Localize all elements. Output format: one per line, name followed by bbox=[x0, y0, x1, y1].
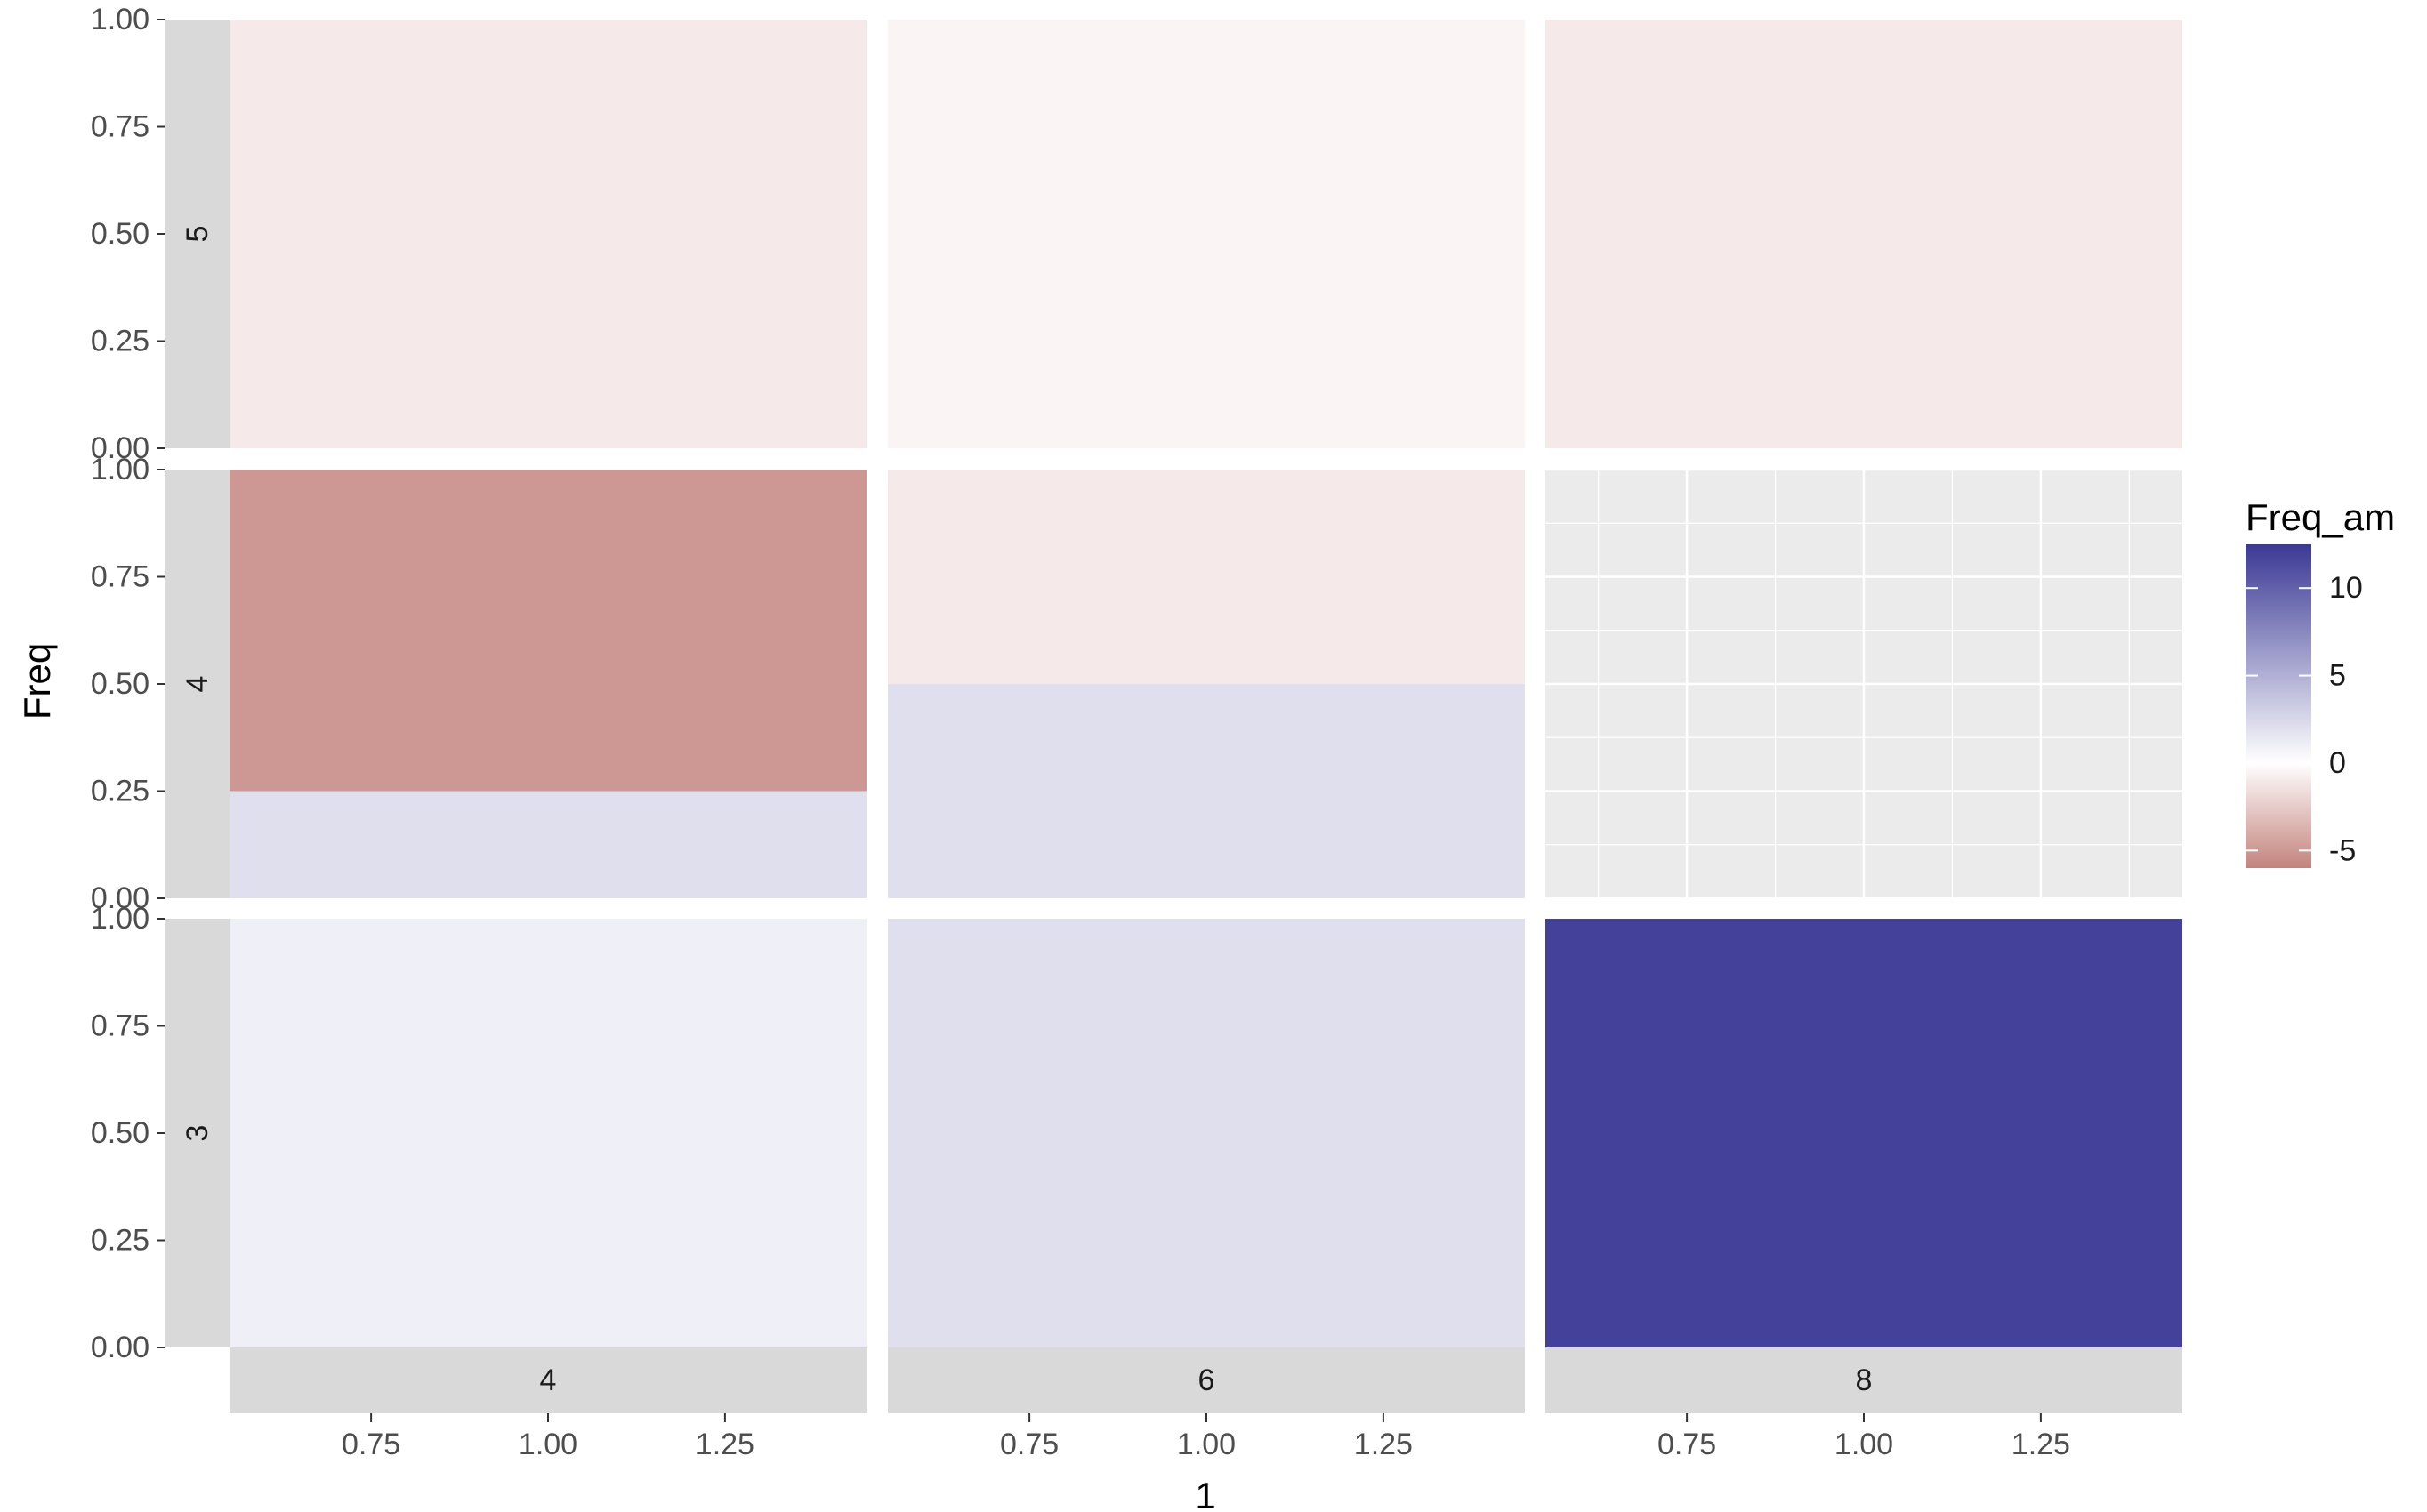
strips-layer: 5 4 3 4 6 8 bbox=[165, 20, 2182, 1413]
row-strip-5 bbox=[165, 20, 230, 448]
y-axis-title: Freq bbox=[16, 643, 58, 720]
row-strip-label: 4 bbox=[181, 676, 214, 693]
x-tick-label: 0.75 bbox=[1657, 1428, 1716, 1461]
heat-tile-5-6 bbox=[888, 20, 1525, 448]
heat-tile-5-8 bbox=[1545, 20, 2182, 448]
x-tick-label: 1.00 bbox=[1177, 1428, 1236, 1461]
heat-tile-4-4 bbox=[230, 470, 867, 792]
legend-colorbar bbox=[2246, 544, 2311, 868]
x-axis-title: 1 bbox=[1195, 1475, 1215, 1512]
x-tick-label: 0.75 bbox=[1000, 1428, 1059, 1461]
col-strip-label: 8 bbox=[1856, 1363, 1873, 1397]
heat-tile-3-6 bbox=[888, 919, 1525, 1347]
legend-title: Freq_am bbox=[2246, 496, 2395, 538]
y-tick-label: 0.00 bbox=[91, 881, 149, 915]
y-tick-label: 0.00 bbox=[91, 1331, 149, 1364]
legend: Freq_am 10 5 0 -5 bbox=[2246, 496, 2395, 868]
y-tick-label: 1.00 bbox=[91, 453, 149, 487]
x-tick-label: 1.00 bbox=[1834, 1428, 1893, 1461]
x-tick-label: 1.25 bbox=[696, 1428, 754, 1461]
col-strip-label: 6 bbox=[1198, 1363, 1215, 1397]
row-strip-label: 3 bbox=[181, 1125, 214, 1142]
row-strip-3 bbox=[165, 919, 230, 1347]
tiles-layer bbox=[230, 20, 2182, 1347]
legend-tick-label: 0 bbox=[2329, 746, 2346, 780]
heat-tile-4-4 bbox=[230, 791, 867, 898]
x-tick-label: 1.25 bbox=[1354, 1428, 1413, 1461]
heat-tile-3-4 bbox=[230, 919, 867, 1347]
y-tick-label: 1.00 bbox=[91, 3, 149, 36]
y-tick-label: 0.50 bbox=[91, 217, 149, 251]
x-tick-label: 1.00 bbox=[519, 1428, 577, 1461]
row-strip-4 bbox=[165, 470, 230, 898]
y-tick-label: 0.75 bbox=[91, 110, 149, 144]
heat-tile-4-6 bbox=[888, 684, 1525, 898]
y-tick-label: 1.00 bbox=[91, 902, 149, 936]
y-tick-label: 0.50 bbox=[91, 667, 149, 701]
x-tick-label: 1.25 bbox=[2012, 1428, 2070, 1461]
heat-tile-5-4 bbox=[230, 20, 867, 448]
heat-tile-3-8 bbox=[1545, 919, 2182, 1347]
col-strip-label: 4 bbox=[540, 1363, 557, 1397]
y-tick-label: 0.50 bbox=[91, 1116, 149, 1150]
legend-tick-label: -5 bbox=[2329, 833, 2356, 867]
heat-tile-4-6 bbox=[888, 470, 1525, 684]
x-tick-label: 0.75 bbox=[342, 1428, 400, 1461]
col-strip-4 bbox=[230, 1347, 867, 1413]
y-tick-label: 0.25 bbox=[91, 325, 149, 358]
panel-4-8 bbox=[1545, 468, 2182, 900]
axes-layer: 0.000.250.500.751.000.000.250.500.751.00… bbox=[91, 3, 2070, 1461]
legend-ticks: 10 5 0 -5 bbox=[2246, 571, 2363, 867]
y-tick-label: 0.00 bbox=[91, 431, 149, 465]
y-tick-label: 0.25 bbox=[91, 1224, 149, 1258]
legend-tick-label: 10 bbox=[2329, 571, 2363, 605]
col-strip-8 bbox=[1545, 1347, 2182, 1413]
y-tick-label: 0.75 bbox=[91, 1009, 149, 1043]
row-strip-label: 5 bbox=[181, 226, 214, 243]
y-tick-label: 0.75 bbox=[91, 560, 149, 594]
y-tick-label: 0.25 bbox=[91, 775, 149, 808]
legend-tick-label: 5 bbox=[2329, 659, 2346, 693]
col-strip-6 bbox=[888, 1347, 1525, 1413]
